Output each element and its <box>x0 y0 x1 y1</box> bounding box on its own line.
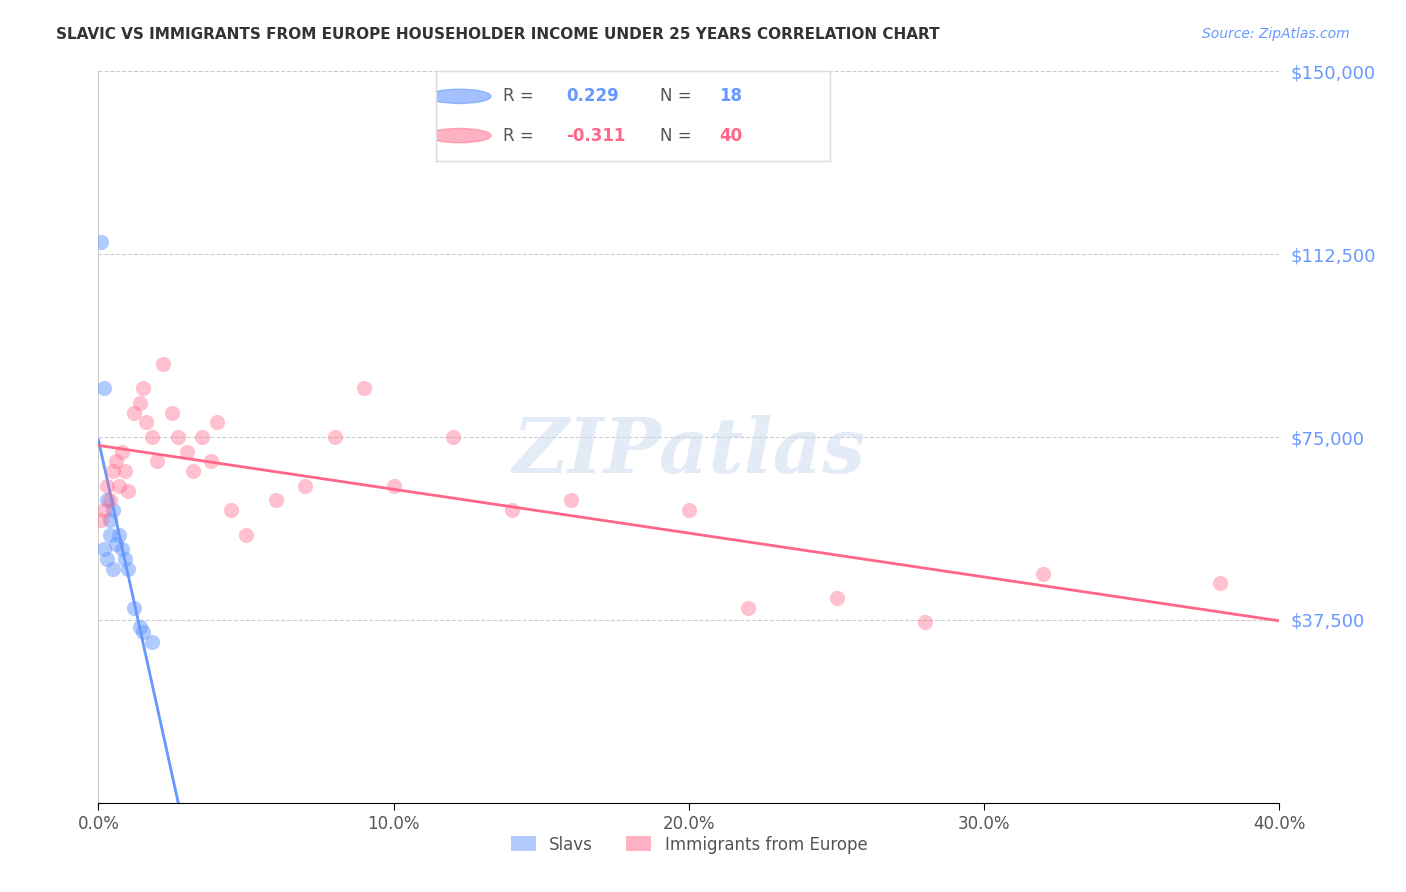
Text: R =: R = <box>503 87 538 105</box>
Point <box>382 479 405 493</box>
Text: 40: 40 <box>720 127 742 145</box>
Point <box>1032 566 1054 581</box>
Point <box>914 615 936 630</box>
Point <box>90 235 112 249</box>
Point <box>441 430 464 444</box>
Point <box>135 416 157 430</box>
Point <box>294 479 316 493</box>
Point <box>146 454 169 468</box>
Point <box>162 406 183 420</box>
Point <box>122 406 145 420</box>
Point <box>117 562 139 576</box>
Text: N =: N = <box>661 87 697 105</box>
Point <box>93 542 115 557</box>
Point <box>93 381 115 395</box>
Text: SLAVIC VS IMMIGRANTS FROM EUROPE HOUSEHOLDER INCOME UNDER 25 YEARS CORRELATION C: SLAVIC VS IMMIGRANTS FROM EUROPE HOUSEHO… <box>56 27 939 42</box>
Point <box>132 625 155 640</box>
Point <box>323 430 346 444</box>
Point <box>678 503 700 517</box>
Point <box>221 503 243 517</box>
Text: Source: ZipAtlas.com: Source: ZipAtlas.com <box>1202 27 1350 41</box>
Point <box>141 430 163 444</box>
Point <box>111 444 134 458</box>
Point <box>103 464 125 478</box>
Circle shape <box>427 128 491 143</box>
Point <box>105 537 128 551</box>
Point <box>122 600 145 615</box>
Point <box>200 454 222 468</box>
Point <box>98 527 121 541</box>
Text: -0.311: -0.311 <box>565 127 626 145</box>
Point <box>103 562 125 576</box>
Point <box>1209 576 1232 591</box>
Text: 0.229: 0.229 <box>565 87 619 105</box>
Point <box>560 493 582 508</box>
Point <box>353 381 375 395</box>
Point <box>111 542 134 557</box>
Point <box>108 479 131 493</box>
Point <box>152 357 174 371</box>
Point <box>141 635 163 649</box>
Point <box>176 444 198 458</box>
Point <box>103 503 125 517</box>
Point <box>501 503 523 517</box>
Point <box>825 591 848 605</box>
Text: N =: N = <box>661 127 697 145</box>
Point <box>108 527 131 541</box>
Legend: Slavs, Immigrants from Europe: Slavs, Immigrants from Europe <box>503 829 875 860</box>
Point <box>205 416 228 430</box>
Point <box>737 600 759 615</box>
Point <box>264 493 287 508</box>
Point <box>191 430 214 444</box>
Point <box>114 464 136 478</box>
Point <box>98 493 121 508</box>
Point <box>96 493 118 508</box>
Point <box>96 479 118 493</box>
Circle shape <box>427 89 491 103</box>
Point <box>90 513 112 527</box>
Point <box>105 454 128 468</box>
Text: R =: R = <box>503 127 538 145</box>
Text: 18: 18 <box>720 87 742 105</box>
Point <box>132 381 155 395</box>
Point <box>114 552 136 566</box>
Point <box>167 430 190 444</box>
Point <box>117 483 139 498</box>
Point <box>235 527 257 541</box>
Point <box>128 620 150 634</box>
Point <box>93 503 115 517</box>
Point <box>98 513 121 527</box>
Point <box>128 396 150 410</box>
Text: ZIPatlas: ZIPatlas <box>512 415 866 489</box>
Point <box>96 552 118 566</box>
Point <box>181 464 204 478</box>
